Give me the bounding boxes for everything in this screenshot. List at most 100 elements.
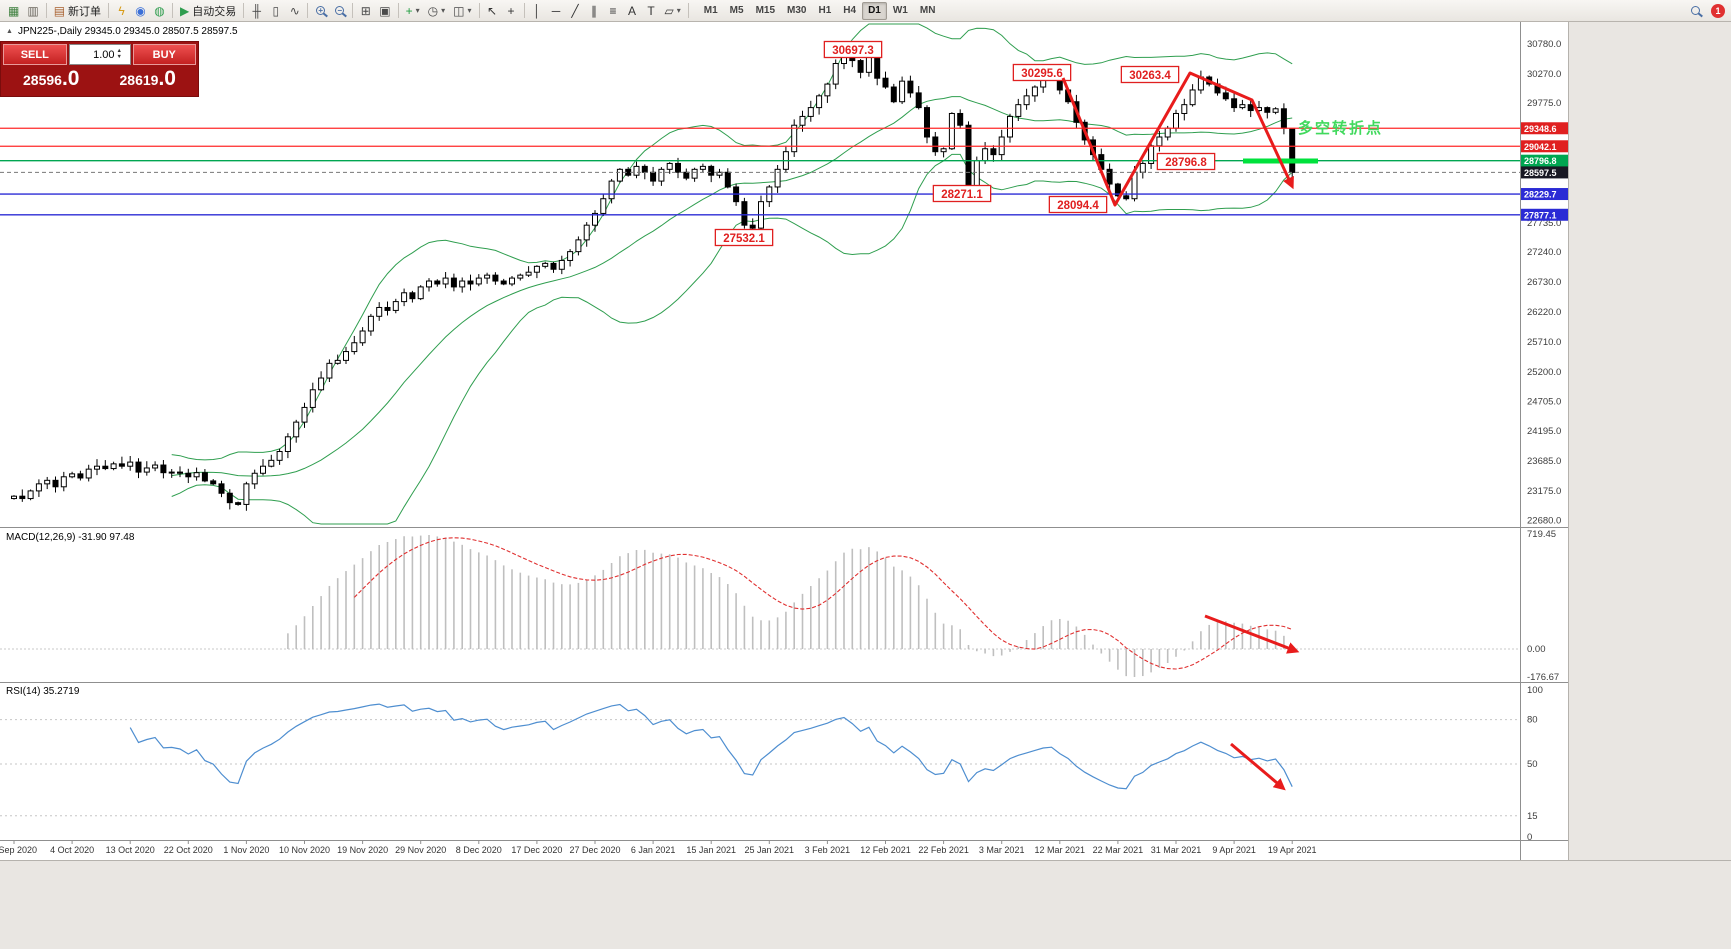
alerts-button[interactable]: ϟ bbox=[112, 2, 131, 20]
templates-button[interactable]: ◫ ▾ bbox=[449, 2, 475, 20]
collapse-panel-icon[interactable]: ▲ bbox=[6, 28, 13, 35]
trend-arrow bbox=[1204, 614, 1300, 654]
new-order-button[interactable]: ▤ 新订单 bbox=[50, 2, 105, 20]
timeframe-mn[interactable]: MN bbox=[919, 5, 936, 16]
axis-label: 29348.6 bbox=[1524, 124, 1557, 134]
date-label: 4 Oct 2020 bbox=[50, 845, 94, 855]
level-price-tag bbox=[1521, 208, 1568, 221]
toolbar-separator bbox=[397, 3, 399, 18]
timeframe-m5[interactable]: M5 bbox=[729, 5, 744, 16]
toolbar-separator bbox=[478, 3, 480, 18]
macd-panel bbox=[0, 535, 1520, 677]
timeframe-w1[interactable]: W1 bbox=[892, 5, 908, 16]
timeframe-d1[interactable]: D1 bbox=[862, 1, 887, 20]
zoom-in-button[interactable]: + bbox=[311, 2, 330, 20]
current-price-tag bbox=[1521, 166, 1568, 179]
date-label: 6 Jan 2021 bbox=[631, 845, 676, 855]
vline-icon: │ bbox=[533, 3, 541, 18]
stepper-up-icon[interactable]: ▲ bbox=[116, 48, 122, 54]
chart-ohlc-info: ▲ JPN225-,Daily 29345.0 29345.0 28507.5 … bbox=[6, 26, 238, 37]
toolbar-separator bbox=[172, 3, 174, 18]
alerts-icon: ϟ bbox=[118, 3, 125, 18]
market-icon: ◉ bbox=[135, 3, 146, 18]
toolbar-separator bbox=[687, 3, 689, 18]
price-annotation: 30697.3 bbox=[832, 45, 874, 57]
new-chart-button[interactable]: ▦ bbox=[4, 2, 23, 20]
vline-button[interactable]: │ bbox=[528, 2, 547, 20]
buy-button[interactable]: BUY bbox=[132, 44, 196, 65]
date-label: 19 Nov 2020 bbox=[337, 845, 388, 855]
notification-badge[interactable]: 1 bbox=[1711, 3, 1725, 18]
level-price-tag bbox=[1521, 188, 1568, 201]
level-price-tag bbox=[1521, 154, 1568, 167]
date-label: 3 Mar 2021 bbox=[979, 845, 1025, 855]
shapes-icon: ▱ bbox=[664, 3, 674, 18]
axis-label: 22680.0 bbox=[1527, 515, 1561, 526]
timeframe-buttons: M1 M5 M15 M30 H1 H4 D1 W1 MN bbox=[698, 1, 942, 20]
price-annotation-box bbox=[1120, 65, 1180, 84]
crosshair-button[interactable]: + bbox=[502, 2, 521, 20]
toolbar-right: 1 bbox=[1686, 2, 1727, 20]
trendline-button[interactable]: ╱ bbox=[566, 2, 585, 20]
indicators-button[interactable]: + ▾ bbox=[402, 2, 424, 20]
volume-stepper[interactable]: ▲ ▼ bbox=[116, 48, 122, 60]
crosshair-icon: + bbox=[507, 3, 515, 18]
price-annotation-box bbox=[1156, 152, 1216, 171]
periods-button[interactable]: ◷ ▾ bbox=[424, 2, 450, 20]
auto-trading-button[interactable]: ▶ 自动交易 bbox=[176, 2, 240, 20]
new-order-icon: ▤ bbox=[53, 3, 66, 18]
hline-button[interactable]: ─ bbox=[547, 2, 566, 20]
date-label: 3 Feb 2021 bbox=[805, 845, 851, 855]
axis-label: 30270.0 bbox=[1527, 69, 1561, 80]
price-annotation-box bbox=[1048, 195, 1108, 214]
macd-indicator-label: MACD(12,26,9) -31.90 97.48 bbox=[6, 532, 135, 543]
dropdown-arrow-icon: ▾ bbox=[676, 6, 681, 15]
axis-label: 28229.7 bbox=[1524, 190, 1557, 200]
main-toolbar: ▦ ▥ ▤ 新订单 ϟ ◉ ◍ ▶ 自动交易 ╫ ▯ ∿ + − ⊞ ▣ + ▾ ◷ ▾ ◫ ▾ ↖ + │ ─ ╱ ∥ ≡ A T ▱ ▾ M… bbox=[0, 0, 1731, 22]
date-label: 10 Nov 2020 bbox=[279, 845, 330, 855]
date-label: 19 Apr 2021 bbox=[1268, 845, 1317, 855]
line-chart-button[interactable]: ∿ bbox=[285, 2, 304, 20]
templates-icon: ◫ bbox=[453, 3, 465, 18]
market-button[interactable]: ◉ bbox=[131, 2, 150, 20]
profiles-button[interactable]: ▥ bbox=[23, 2, 42, 20]
tile-windows-button[interactable]: ⊞ bbox=[356, 2, 375, 20]
text-button[interactable]: A bbox=[623, 2, 642, 20]
date-label: 15 Jan 2021 bbox=[686, 845, 736, 855]
auto-arrange-button[interactable]: ▣ bbox=[375, 2, 394, 20]
zoom-out-icon: − bbox=[335, 6, 345, 15]
fibonacci-button[interactable]: ≡ bbox=[604, 2, 623, 20]
zoom-out-button[interactable]: − bbox=[330, 2, 349, 20]
candle-chart-button[interactable]: ▯ bbox=[266, 2, 285, 20]
cursor-button[interactable]: ↖ bbox=[483, 2, 502, 20]
timeframe-m15[interactable]: M15 bbox=[755, 5, 776, 16]
timeframe-m1[interactable]: M1 bbox=[703, 5, 718, 16]
level-price-tag bbox=[1521, 140, 1568, 153]
bar-chart-icon: ╫ bbox=[252, 3, 262, 18]
sell-button[interactable]: SELL bbox=[3, 44, 67, 65]
channel-button[interactable]: ∥ bbox=[585, 2, 604, 20]
axis-label: 23175.0 bbox=[1527, 486, 1561, 497]
auto-arrange-icon: ▣ bbox=[379, 3, 391, 18]
search-button[interactable] bbox=[1686, 2, 1705, 20]
timeframe-h1[interactable]: H1 bbox=[818, 5, 832, 16]
price-annotation-box bbox=[1012, 63, 1072, 82]
axis-label: 26220.0 bbox=[1527, 307, 1561, 318]
axes: 30780.0 30270.0 29775.0 27735.0 27240.0 26730… bbox=[0, 22, 1731, 861]
periods-icon: ◷ bbox=[427, 3, 439, 18]
trend-arrow bbox=[1061, 71, 1294, 207]
stepper-down-icon[interactable]: ▼ bbox=[116, 53, 122, 60]
label-button[interactable]: T bbox=[642, 2, 661, 20]
volume-input[interactable] bbox=[70, 48, 115, 61]
axis-label: 28796.8 bbox=[1524, 156, 1557, 166]
axis-label: 24705.0 bbox=[1527, 396, 1561, 407]
shapes-button[interactable]: ▱ ▾ bbox=[661, 2, 685, 20]
community-button[interactable]: ◍ bbox=[150, 2, 169, 20]
chart-background[interactable] bbox=[0, 22, 1568, 860]
timeframe-m30[interactable]: M30 bbox=[787, 5, 807, 16]
bar-chart-button[interactable]: ╫ bbox=[247, 2, 266, 20]
price-annotation-box bbox=[932, 184, 992, 203]
tile-windows-icon: ⊞ bbox=[360, 3, 371, 18]
timeframe-h4[interactable]: H4 bbox=[843, 5, 857, 16]
